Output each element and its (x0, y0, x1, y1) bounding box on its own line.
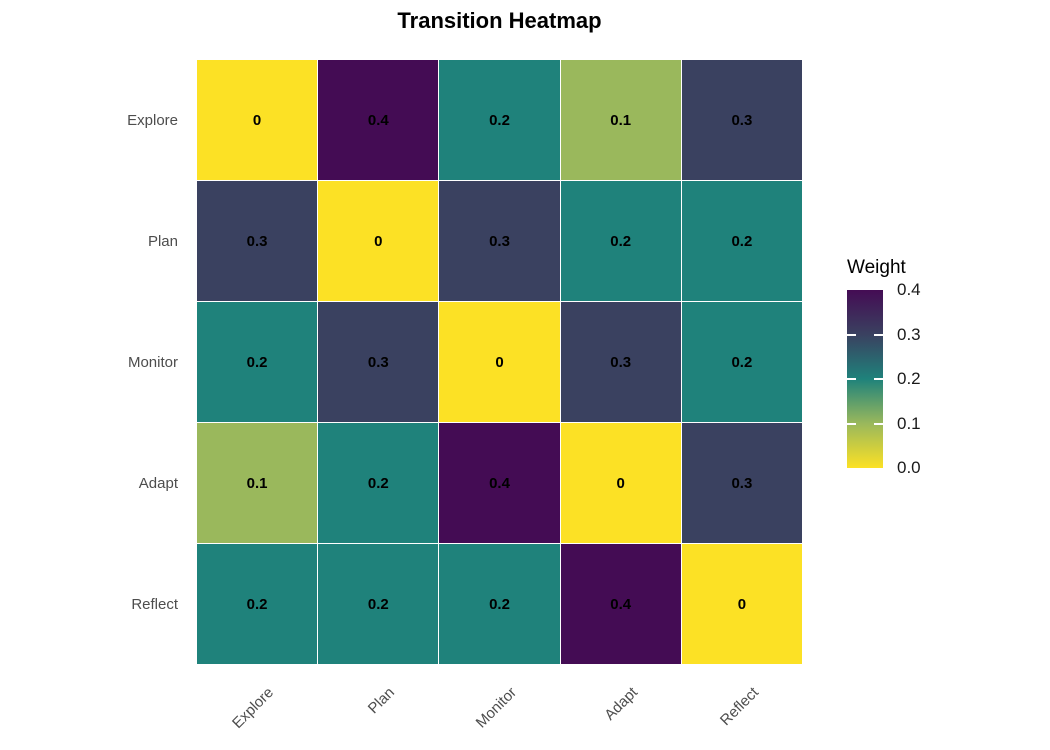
heatmap-cell: 0.2 (439, 60, 560, 180)
heatmap-cell-value: 0.3 (731, 111, 753, 129)
heatmap-cell-value: 0.1 (610, 111, 632, 129)
heatmap-cell: 0.2 (681, 181, 802, 301)
heatmap-cell: 0.4 (560, 544, 681, 664)
heatmap-cell-value: 0.2 (246, 595, 268, 613)
heatmap-cell-value: 0.2 (731, 353, 753, 371)
heatmap-cell: 0.3 (681, 60, 802, 180)
heatmap-cell-value: 0 (737, 595, 747, 613)
heatmap-cell-value: 0.3 (489, 232, 510, 250)
heatmap-cell: 0.3 (197, 181, 318, 301)
heatmap-cell-value: 0 (252, 111, 262, 129)
legend: Weight 0.4 0.3 0.2 0.1 0.0 (847, 257, 1037, 477)
heatmap-cell: 0.3 (318, 302, 439, 422)
heatmap-cell: 0.2 (681, 302, 802, 422)
legend-tick-mark (874, 333, 883, 336)
legend-tick-label: 0.0 (897, 458, 921, 477)
x-axis-label: Explore (229, 684, 278, 732)
heatmap-cell: 0.2 (197, 544, 318, 664)
heatmap-cell-value: 0.2 (489, 111, 510, 129)
y-axis-label: Reflect (131, 595, 178, 613)
heatmap-cell: 0.1 (560, 60, 681, 180)
heatmap-cell: 0.3 (439, 181, 560, 301)
heatmap-cell: 0.1 (197, 423, 318, 543)
heatmap-cell-value: 0.3 (367, 353, 389, 371)
heatmap-cell: 0.3 (681, 423, 802, 543)
legend-tick-label: 0.3 (897, 324, 921, 344)
y-axis-label: Plan (147, 232, 178, 250)
heatmap-cell-value: 0.2 (489, 595, 510, 613)
heatmap-cell-value: 0 (616, 474, 625, 492)
heatmap-cell: 0.2 (318, 544, 439, 664)
y-axis-labels: Explore Plan Monitor Adapt Reflect (0, 60, 178, 664)
y-axis-label: Explore (127, 111, 178, 129)
heatmap-grid: 0 0.4 0.2 0.1 0.3 0.3 0 0.3 0.2 0.2 0.2 0.3 0 0.3 0.2 0… (197, 60, 802, 664)
x-axis-label: Monitor (472, 684, 520, 732)
legend-tick-label: 0.2 (897, 369, 921, 388)
heatmap-cell-value: 0.4 (367, 111, 389, 129)
heatmap-cell: 0 (439, 302, 560, 422)
heatmap-cell: 0.2 (318, 423, 439, 543)
heatmap-cell-value: 0.2 (367, 595, 389, 613)
heatmap-cell: 0.2 (197, 302, 318, 422)
y-axis-label: Monitor (127, 353, 178, 371)
legend-tick-label: 0.1 (897, 413, 921, 433)
heatmap-cell-value: 0 (374, 232, 383, 250)
heatmap-cell-value: 0.2 (367, 474, 389, 492)
heatmap-cell-value: 0.2 (246, 353, 268, 371)
heatmap-cell-value: 0.3 (246, 232, 268, 250)
legend-tick-mark (847, 333, 856, 336)
heatmap-cell: 0.3 (560, 302, 681, 422)
heatmap-cell: 0.2 (439, 544, 560, 664)
heatmap-cell-value: 0.4 (489, 474, 510, 492)
legend-tick-mark (847, 422, 856, 425)
legend-tick-mark (874, 378, 883, 380)
y-axis-label: Adapt (138, 474, 178, 492)
heatmap-cell-value: 0.2 (731, 232, 753, 250)
x-axis-label: Reflect (716, 684, 762, 730)
heatmap-cell: 0 (197, 60, 318, 180)
heatmap-cell: 0 (681, 544, 802, 664)
heatmap-cell-value: 0.4 (610, 595, 632, 613)
heatmap-cell: 0 (318, 181, 439, 301)
legend-tick-label: 0.4 (897, 280, 921, 299)
chart-title: Transition Heatmap (397, 8, 602, 33)
heatmap-cell: 0.4 (318, 60, 439, 180)
heatmap-cell: 0.2 (560, 181, 681, 301)
heatmap-cell-value: 0.1 (246, 474, 268, 492)
x-axis-label: Adapt (600, 684, 641, 724)
legend-title: Weight (847, 257, 906, 278)
heatmap-cell: 0.4 (439, 423, 560, 543)
legend-tick-mark (874, 422, 883, 425)
heatmap-cell-value: 0.3 (731, 474, 753, 492)
heatmap-cell: 0 (560, 423, 681, 543)
heatmap-cell-value: 0.3 (610, 353, 632, 371)
legend-colorbar (847, 290, 883, 468)
x-axis-label: Plan (365, 684, 399, 718)
legend-tick-mark (847, 378, 856, 380)
heatmap-cell-value: 0 (495, 353, 504, 371)
heatmap-cell-value: 0.2 (610, 232, 632, 250)
